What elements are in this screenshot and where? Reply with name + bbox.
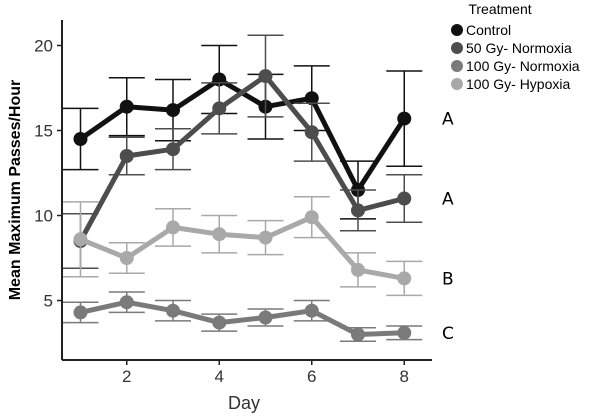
x-axis-ticks: 2 4 6 8 (122, 360, 409, 386)
legend-title: Treatment (468, 1, 531, 17)
data-point (166, 303, 180, 318)
series-100-gy-hypoxia (62, 196, 423, 297)
data-point (304, 210, 319, 225)
y-tick-label: 15 (34, 122, 53, 141)
data-point (212, 315, 227, 330)
data-point (258, 230, 273, 245)
legend-label: 50 Gy- Normoxia (466, 40, 572, 56)
series-50-gy-normoxia (62, 34, 423, 269)
data-point (73, 132, 88, 146)
plot-area (62, 34, 423, 343)
data-point (258, 69, 273, 84)
significance-letter: A (442, 190, 454, 210)
data-point (119, 295, 134, 310)
x-tick-label: 2 (122, 367, 131, 386)
y-axis-title: Mean Maximum Passes/Hour (7, 80, 24, 301)
data-point (397, 325, 412, 340)
y-axis-ticks: 5 10 15 20 (34, 37, 62, 311)
data-point (119, 99, 134, 114)
data-point (212, 227, 227, 242)
data-point (397, 271, 412, 286)
series-line (78, 299, 407, 337)
data-point (397, 191, 412, 206)
data-point (166, 142, 180, 157)
legend-items: Control 50 Gy- Normoxia 100 Gy- Normoxia 10… (451, 22, 580, 92)
data-point (212, 101, 227, 116)
data-point (397, 111, 412, 126)
legend-label: Control (466, 22, 511, 38)
data-point (166, 220, 180, 235)
legend-marker (451, 42, 463, 54)
x-tick-label: 4 (215, 367, 224, 386)
legend-label: 100 Gy- Hypoxia (466, 76, 570, 92)
significance-letter: B (442, 269, 454, 289)
legend-marker (451, 60, 463, 72)
data-point (166, 103, 180, 118)
significance-letters: A A C B (442, 110, 454, 344)
legend-marker (451, 78, 463, 90)
data-point (304, 125, 319, 140)
y-tick-label: 10 (34, 207, 53, 226)
data-point (304, 303, 319, 318)
series-line (78, 214, 407, 281)
significance-letter: A (442, 110, 454, 130)
legend: Treatment Control 50 Gy- Normoxia 100 Gy- … (451, 1, 580, 92)
data-point (351, 203, 365, 218)
data-point (304, 91, 319, 106)
x-axis-title: Day (228, 393, 260, 413)
legend-label: 100 Gy- Normoxia (466, 58, 580, 74)
data-point (73, 305, 88, 320)
legend-marker (451, 24, 463, 36)
data-point (119, 251, 134, 265)
y-tick-label: 5 (44, 292, 53, 311)
data-point (351, 262, 365, 277)
x-tick-label: 6 (307, 367, 316, 386)
significance-letter: C (442, 324, 454, 344)
data-point (351, 327, 365, 342)
data-point (258, 310, 273, 325)
data-point (119, 149, 134, 163)
series-line (78, 73, 407, 244)
x-tick-label: 8 (400, 367, 409, 386)
series-100-gy-normoxia (62, 291, 423, 343)
data-point (73, 232, 88, 247)
series-control (62, 44, 423, 220)
y-tick-label: 20 (34, 37, 53, 56)
series-line (78, 77, 407, 193)
